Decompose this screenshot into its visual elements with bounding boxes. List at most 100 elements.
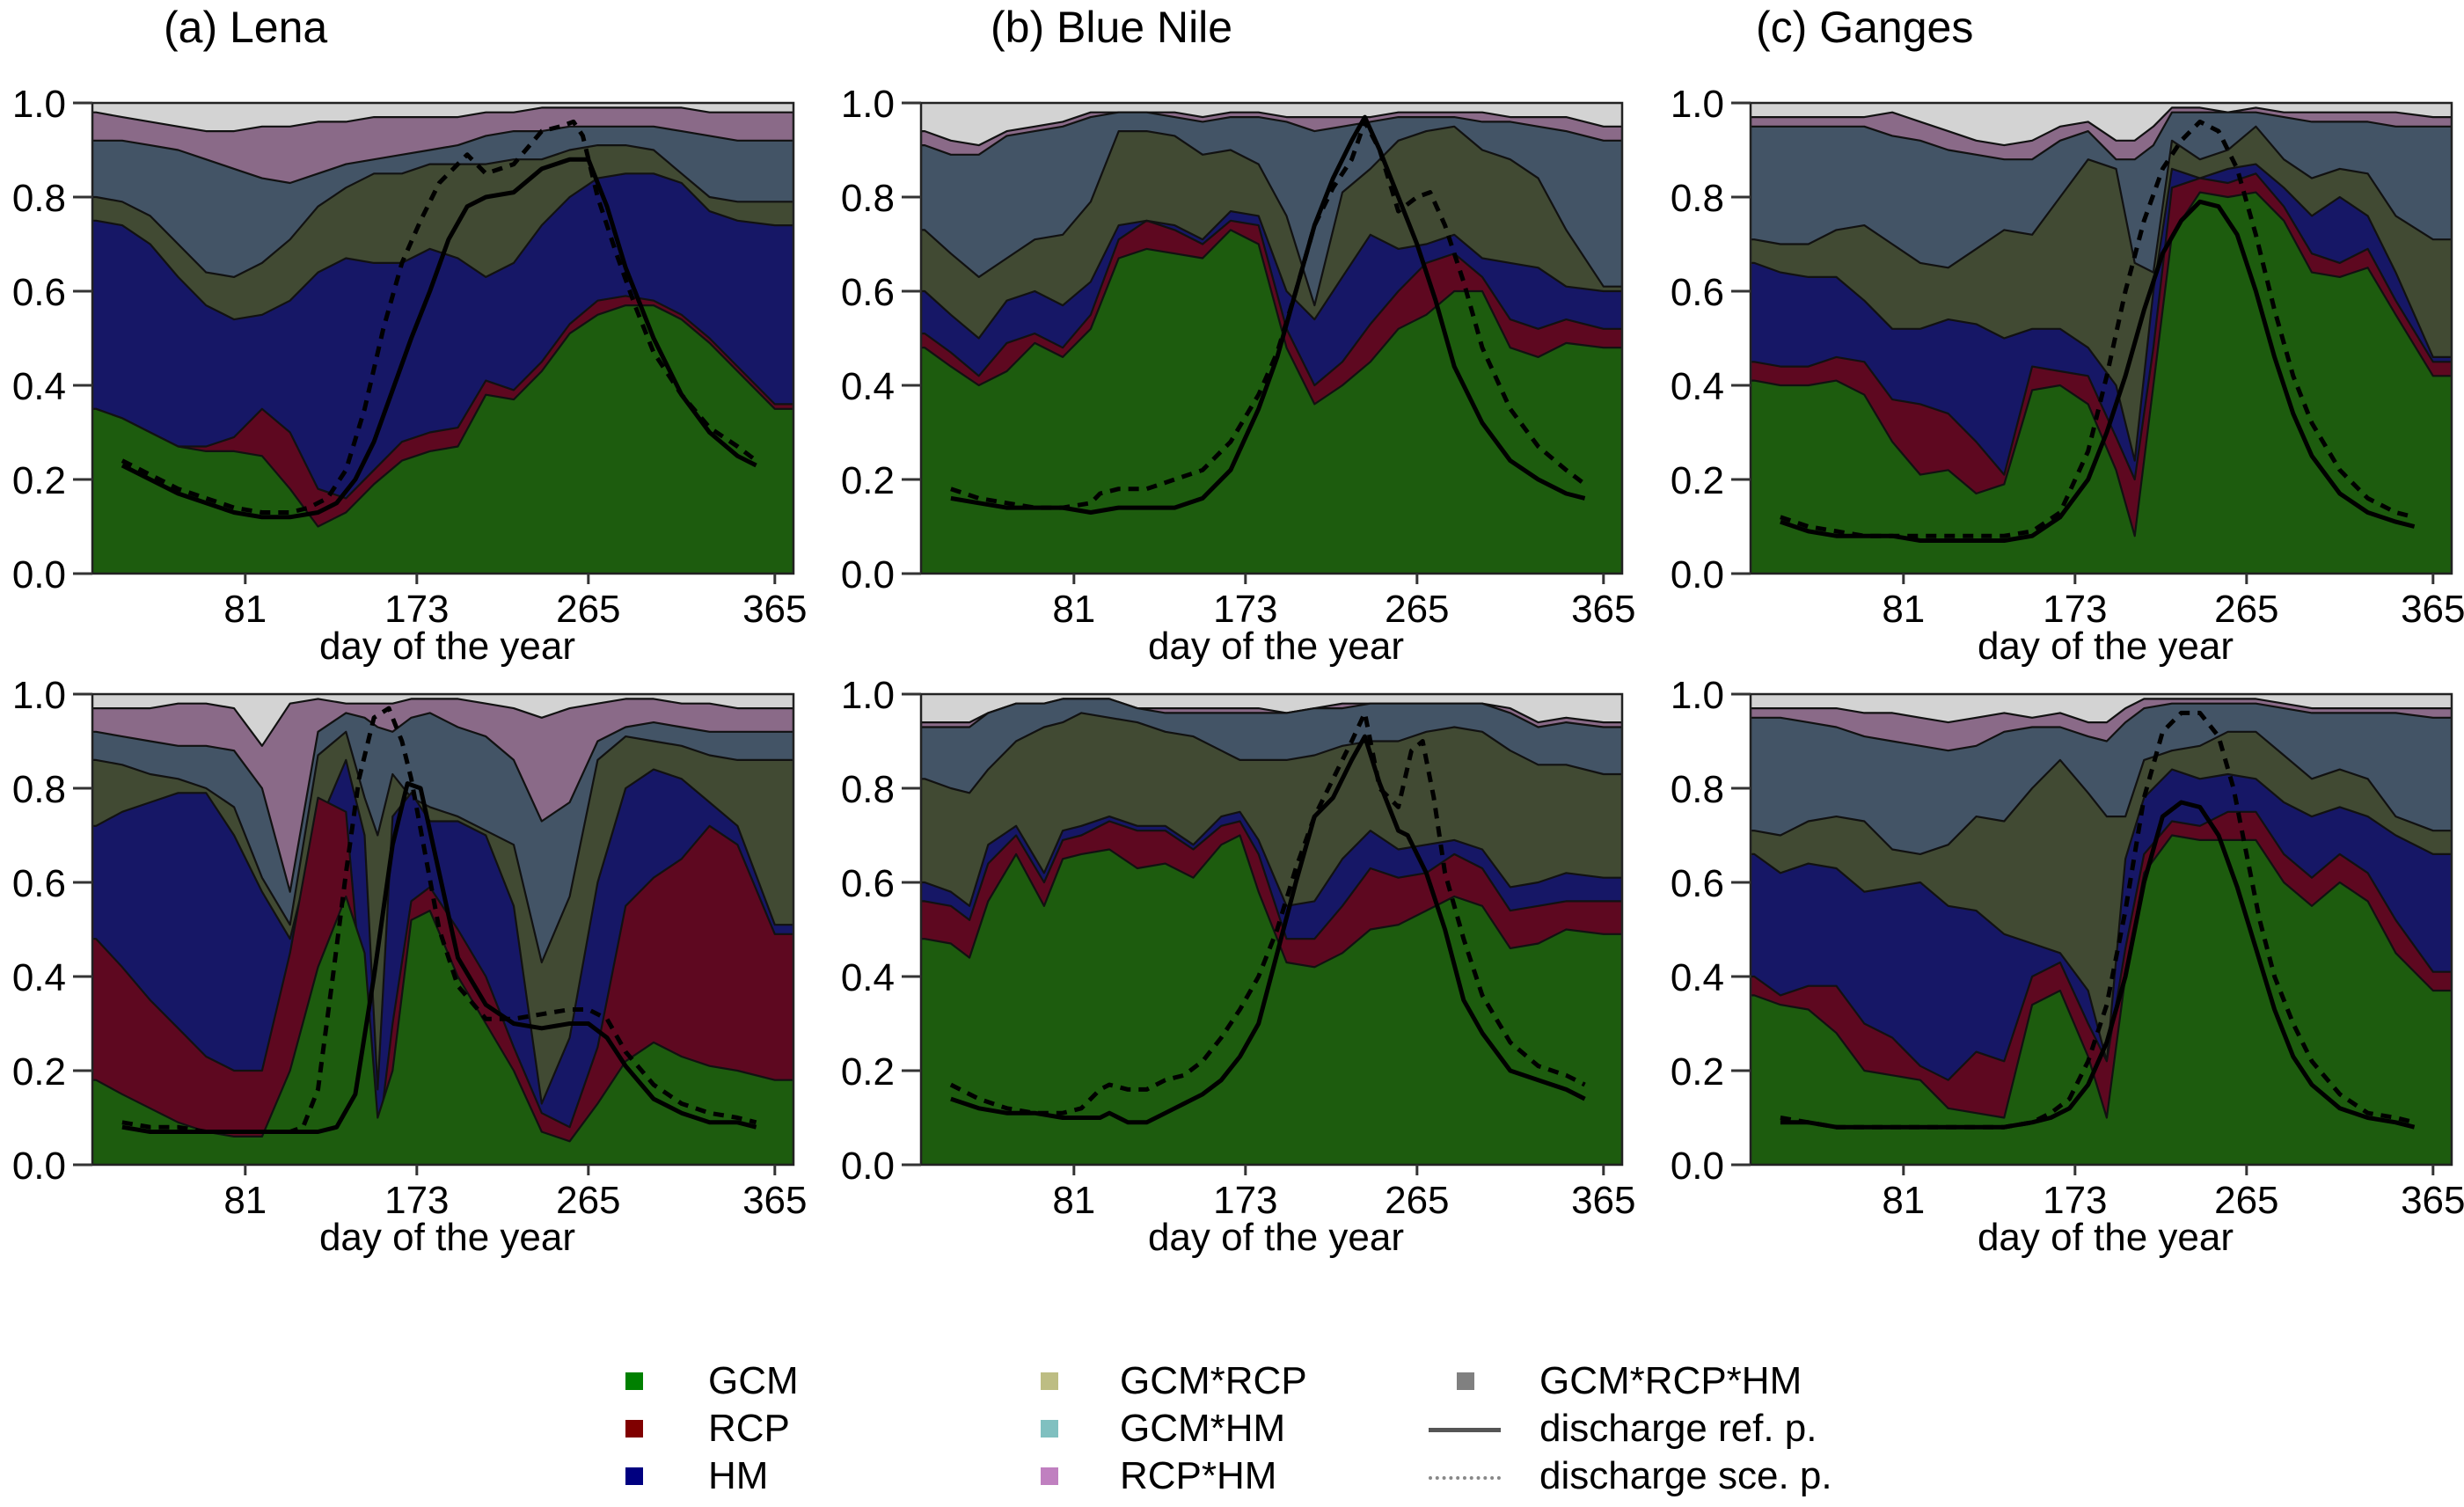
x-tick-label: 365 [2401, 588, 2464, 631]
x-tick-label: 265 [556, 1179, 620, 1222]
panel-1: 0.0 0.2 0.4 0.6 0.8 1.0 81 173 265 365 day of the … [12, 83, 808, 668]
discharge-ref-line [1780, 800, 2416, 1130]
x-tick-label: 81 [1052, 1179, 1095, 1222]
legend-label-gcm-rcp-hm: GCM*RCP*HM [1539, 1359, 1802, 1402]
plot-area [1751, 103, 2452, 574]
x-tick-label: 265 [2214, 588, 2278, 631]
y-tick-label: 0.2 [1671, 1050, 1724, 1094]
y-tick-label: 0.8 [12, 177, 66, 220]
y-tick-label: 1.0 [841, 83, 895, 126]
discharge-sce-line [121, 706, 757, 1134]
x-axis-label: day of the year [1148, 625, 1404, 668]
y-tick-label: 0.2 [1671, 459, 1724, 502]
x-tick-label: 173 [1213, 588, 1277, 631]
plot-area [92, 694, 793, 1165]
y-tick-label: 0.0 [841, 1145, 895, 1188]
x-tick-label: 265 [1385, 1179, 1449, 1222]
panel-2: 0.0 0.2 0.4 0.6 0.8 1.0 81 173 265 365 day of the … [841, 83, 1636, 668]
discharge-sce-line [121, 119, 758, 515]
y-tick-label: 0.8 [841, 768, 895, 811]
panel-6: 0.0 0.2 0.4 0.6 0.8 1.0 81 173 265 365 day of the … [1671, 674, 2464, 1259]
y-tick-label: 1.0 [841, 674, 895, 717]
legend-swatch-gcm-hm [1041, 1420, 1058, 1438]
y-tick-label: 0.0 [12, 553, 66, 596]
legend-label-gcm-rcp: GCM*RCP [1120, 1359, 1307, 1402]
x-tick-label: 265 [2214, 1179, 2278, 1222]
x-tick-label: 173 [384, 588, 449, 631]
legend-swatch-gcm-rcp [1041, 1372, 1058, 1390]
legend-swatch-gcm [625, 1372, 643, 1390]
discharge-sce-line [1780, 119, 2416, 538]
panel-5: 0.0 0.2 0.4 0.6 0.8 1.0 81 173 265 365 day of the … [841, 674, 1636, 1259]
x-tick-label: 173 [2043, 588, 2107, 631]
legend-label-discharge-sce: discharge sce. p. [1539, 1454, 1832, 1497]
y-tick-label: 0.4 [12, 365, 66, 408]
legend-line-discharge-ref [1429, 1428, 1501, 1432]
discharge-ref-line [121, 157, 757, 520]
area-gcm [921, 834, 1622, 1165]
y-tick-label: 1.0 [12, 674, 66, 717]
y-tick-label: 0.8 [1671, 768, 1724, 811]
area-gcm [1751, 834, 2452, 1165]
y-tick-label: 1.0 [1671, 674, 1724, 717]
discharge-sce-line [949, 710, 1586, 1116]
plot-frame [1749, 101, 2453, 575]
y-tick-label: 0.2 [841, 459, 895, 502]
y-tick-label: 1.0 [1671, 83, 1724, 126]
y-tick-label: 0.0 [12, 1145, 66, 1188]
y-tick-label: 1.0 [12, 83, 66, 126]
panel-title-blue-nile: (b) Blue Nile [991, 3, 1233, 52]
y-tick-label: 0.6 [12, 271, 66, 314]
x-axis-label: day of the year [1978, 625, 2234, 668]
y-tick-label: 0.4 [12, 956, 66, 999]
x-tick-label: 173 [1213, 1179, 1277, 1222]
x-axis-label: day of the year [1148, 1216, 1404, 1259]
plot-area [1751, 694, 2452, 1165]
y-tick-label: 0.8 [12, 768, 66, 811]
panel-3: 0.0 0.2 0.4 0.6 0.8 1.0 81 173 265 365 day of the … [1671, 83, 2464, 668]
discharge-ref-line [1780, 199, 2416, 543]
area-gcm [921, 229, 1622, 574]
x-tick-label: 365 [742, 588, 807, 631]
x-axis-label: day of the year [1978, 1216, 2234, 1259]
x-tick-label: 81 [1882, 1179, 1925, 1222]
x-tick-label: 265 [556, 588, 620, 631]
plot-frame [91, 101, 795, 575]
discharge-ref-line [950, 734, 1586, 1125]
area-gcm [92, 304, 793, 574]
y-tick-label: 0.0 [1671, 1145, 1724, 1188]
x-tick-label: 173 [2043, 1179, 2107, 1222]
legend-swatch-rcp-hm [1041, 1467, 1058, 1485]
x-tick-label: 81 [1052, 588, 1095, 631]
panel-4: 0.0 0.2 0.4 0.6 0.8 1.0 81 173 265 365 day of the … [12, 674, 808, 1259]
legend-label-discharge-ref: discharge ref. p. [1539, 1407, 1817, 1450]
y-tick-label: 0.6 [841, 271, 895, 314]
legend-line-discharge-sce [1429, 1476, 1501, 1480]
y-tick-label: 0.8 [841, 177, 895, 220]
y-tick-label: 0.2 [841, 1050, 895, 1094]
x-tick-label: 365 [742, 1179, 807, 1222]
x-tick-label: 365 [1571, 1179, 1635, 1222]
plot-frame [1749, 692, 2453, 1167]
panel-title-ganges: (c) Ganges [1756, 3, 1974, 52]
y-tick-label: 0.0 [1671, 553, 1724, 596]
y-tick-label: 0.6 [12, 862, 66, 905]
y-tick-label: 0.6 [1671, 271, 1724, 314]
legend-swatch-gcm-rcp-hm [1457, 1372, 1474, 1390]
x-tick-label: 265 [1385, 588, 1449, 631]
x-tick-label: 81 [223, 588, 267, 631]
legend-label-hm: HM [708, 1454, 769, 1497]
area-gcm [1751, 191, 2452, 574]
x-tick-label: 173 [384, 1179, 449, 1222]
x-tick-label: 365 [2401, 1179, 2464, 1222]
y-tick-label: 0.4 [841, 365, 895, 408]
area-gcm [92, 895, 793, 1165]
discharge-ref-line [121, 781, 757, 1134]
plot-area [921, 103, 1622, 574]
y-tick-label: 0.6 [841, 862, 895, 905]
plot-frame [91, 692, 795, 1167]
y-tick-label: 0.6 [1671, 862, 1724, 905]
plot-frame [919, 692, 1624, 1167]
x-tick-label: 81 [223, 1179, 267, 1222]
